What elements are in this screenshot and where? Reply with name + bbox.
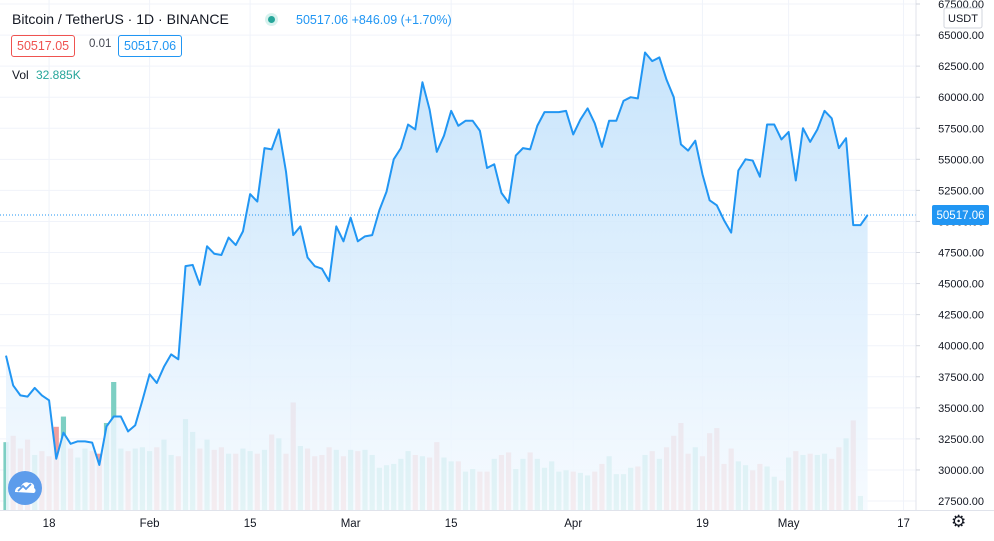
currency-label: USDT — [948, 13, 978, 25]
price-tick-label: 67500.00 — [938, 0, 984, 11]
price-tick-label: 52500.00 — [938, 185, 984, 197]
price-tick-label: 65000.00 — [938, 30, 984, 42]
price-axis-ticks: 27500.00 30000.00 32500.00 35000.00 37500.00… — [916, 0, 984, 508]
price-tick-label: 62500.00 — [938, 61, 984, 73]
spread-value: 0.01 — [89, 38, 112, 50]
price-tick-label: 27500.00 — [938, 496, 984, 508]
time-tick-label: 15 — [244, 518, 257, 530]
time-tick-label: 17 — [897, 518, 910, 530]
time-axis-bg — [0, 510, 994, 536]
currency-box[interactable] — [943, 7, 983, 29]
market-status-icon — [265, 13, 278, 26]
sell-price-button[interactable]: 50517.05 — [11, 35, 76, 57]
time-tick-label: 15 — [445, 518, 458, 530]
time-tick-label: 18 — [43, 518, 56, 530]
price-tick-label: 47500.00 — [938, 248, 984, 260]
volume-label: Vol — [12, 68, 29, 82]
price-tick-label: 35000.00 — [938, 403, 984, 415]
price-tick-label: 37500.00 — [938, 372, 984, 384]
time-tick-label: May — [778, 518, 800, 530]
time-tick-label: Apr — [564, 518, 582, 530]
price-area-fill — [6, 52, 868, 511]
time-axis-ticks: 18 Feb 15 Mar 15 Apr 19 May 17 — [43, 518, 910, 530]
last-price-label: 50517.06 — [937, 210, 985, 222]
price-tick-label: 57500.00 — [938, 123, 984, 135]
price-tick-label: 45000.00 — [938, 279, 984, 291]
price-tick-label: 60000.00 — [938, 92, 984, 104]
price-series-line — [5, 51, 869, 466]
price-tick-label: 40000.00 — [938, 341, 984, 353]
price-line — [5, 51, 869, 466]
tradingview-logo-icon[interactable] — [8, 471, 42, 505]
price-tick-label: 42500.00 — [938, 310, 984, 322]
price-change: 50517.06 +846.09 (+1.70%) — [296, 13, 452, 27]
time-tick-label: Feb — [140, 518, 160, 530]
volume-value: 32.885K — [36, 68, 81, 82]
time-tick-label: Mar — [341, 518, 361, 530]
price-area — [6, 52, 868, 511]
time-tick-label: 19 — [696, 518, 709, 530]
price-tick-label: 30000.00 — [938, 465, 984, 477]
symbol-title[interactable]: Bitcoin / TetherUS · 1D · BINANCE — [12, 11, 229, 27]
price-tick-label: 32500.00 — [938, 434, 984, 446]
buy-price-button[interactable]: 50517.06 — [118, 35, 183, 57]
price-axis-bg — [916, 0, 994, 536]
price-tick-label: 55000.00 — [938, 154, 984, 166]
gear-icon[interactable]: ⚙ — [951, 512, 967, 531]
last-price-label-bg — [932, 205, 989, 226]
